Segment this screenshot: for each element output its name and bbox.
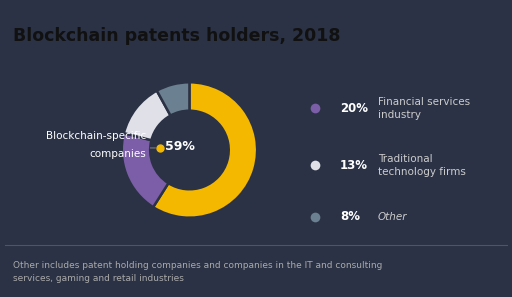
Text: Other includes patent holding companies and companies in the IT and consulting
s: Other includes patent holding companies … xyxy=(13,261,382,283)
Text: companies: companies xyxy=(90,149,146,159)
Text: Blockchain-specific: Blockchain-specific xyxy=(46,131,146,141)
Wedge shape xyxy=(157,82,189,116)
Text: Traditional
technology firms: Traditional technology firms xyxy=(378,154,465,177)
Text: Financial services
industry: Financial services industry xyxy=(378,97,470,120)
Text: 59%: 59% xyxy=(165,140,195,153)
Text: Other: Other xyxy=(378,212,407,222)
Text: 8%: 8% xyxy=(340,211,360,223)
Text: Blockchain patents holders, 2018: Blockchain patents holders, 2018 xyxy=(13,27,340,45)
Wedge shape xyxy=(124,91,170,140)
Wedge shape xyxy=(153,82,257,218)
Text: 20%: 20% xyxy=(340,102,368,115)
Text: 13%: 13% xyxy=(340,159,368,172)
Wedge shape xyxy=(122,133,168,207)
